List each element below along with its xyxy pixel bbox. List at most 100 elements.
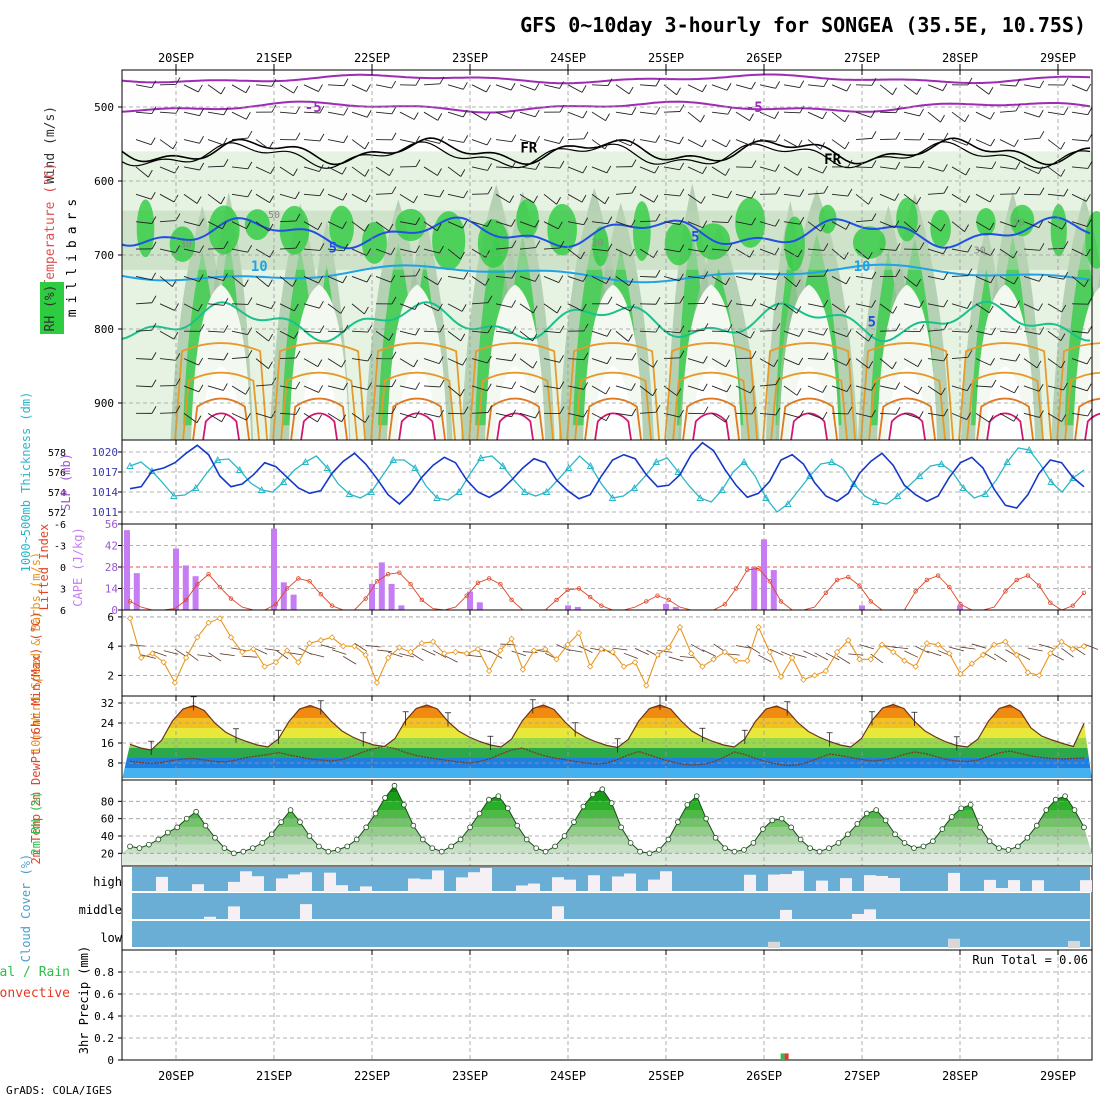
wind-barb-flag (317, 222, 323, 230)
wind10m-speed-point (934, 641, 942, 648)
wind-barb-staff (231, 412, 247, 421)
wind-barb-flag (727, 299, 733, 308)
rh-contour-label: 50 (268, 210, 280, 221)
wind-barb-flag (1087, 297, 1093, 305)
wind-barb-staff (807, 166, 823, 174)
warm-dome-contour (280, 371, 358, 441)
wind-barb-staff (687, 385, 704, 392)
high-cloud-bar (876, 875, 888, 892)
wind-barb-flag (916, 279, 921, 287)
wind10m-speed-point (1024, 669, 1032, 676)
wind10m-speed-point (856, 656, 863, 663)
rh-moist-patch (592, 226, 609, 267)
rh-moist-patch (208, 205, 240, 255)
axis-tick-label: 2 (107, 669, 114, 682)
wind-barb-flag (487, 405, 493, 413)
wind-barb-flag (340, 306, 346, 314)
wind-barb-flag (990, 138, 996, 147)
wind10m-speed-point (777, 673, 785, 681)
wind10m-speed-point (452, 648, 459, 656)
axis-tick-label: 1017 (92, 466, 119, 479)
wind-barb-staff (807, 358, 824, 361)
wind-barb-staff (999, 385, 1015, 394)
wind-barb-flag (679, 409, 684, 418)
wind10m-speed-point (867, 656, 874, 663)
wind-barb-staff (375, 221, 390, 232)
wind-barb-flag (532, 360, 538, 369)
wind-barb-staff (831, 111, 846, 123)
wind-barb-staff (447, 166, 462, 177)
wind-barb-staff (327, 412, 342, 423)
wind-barb-flag (988, 305, 994, 314)
temperature-contours (121, 73, 1100, 441)
wind-barb-flag (774, 111, 780, 119)
axis-tick-label: 900 (94, 397, 114, 410)
lifted-index-point (1070, 603, 1075, 608)
wind-barb-staff (471, 139, 488, 146)
rh2m-point (1052, 796, 1059, 803)
wind-barb-staff (351, 276, 368, 283)
wind10m-barb (399, 653, 415, 658)
precip-legend-convective: Convective (0, 986, 70, 1001)
wind-barb-flag (511, 134, 517, 142)
wind-barb-staff (855, 137, 872, 141)
contour-minus10 (121, 73, 1091, 85)
wind-barb-flag (1013, 139, 1019, 147)
wind-barb-staff (903, 385, 919, 395)
wind-barb-staff (807, 111, 823, 120)
rh2m-point (939, 826, 946, 832)
wind10m-barb (971, 643, 987, 649)
wind-barb-flag (774, 164, 780, 172)
wind-barb-flag (895, 382, 901, 390)
warm-dome-contour (976, 397, 1034, 441)
rh-contour-label: 30 (974, 246, 986, 257)
wind10m-barb (915, 646, 930, 654)
wind-barb-flag (606, 356, 612, 364)
lifted-index-point (397, 570, 402, 575)
wind-barb-flag (583, 131, 589, 140)
wind-barb-flag (366, 248, 372, 256)
cape-bar (182, 565, 189, 610)
wind-barb-staff (183, 358, 199, 366)
wind-barb-flag (295, 106, 301, 114)
rh-moist-patch (930, 209, 951, 248)
wind-legend: Wind (m/s) (43, 106, 58, 184)
axis-tick-label: 16 (101, 737, 114, 750)
warm-dome-contour (566, 342, 660, 441)
wind-barb-staff (303, 385, 319, 393)
wind-barb-staff (615, 221, 632, 228)
wind-barb-flag (343, 135, 349, 143)
wind-barb-flag (197, 303, 203, 312)
lifted-index-point (846, 574, 851, 580)
lifted-index-axis-label: Lifted Index (37, 524, 51, 611)
wind-barb-staff (999, 84, 1016, 87)
wind-barb-staff (255, 303, 272, 310)
wind-barb-flag (820, 142, 825, 150)
wind-barb-flag (604, 196, 610, 204)
wind-barb-staff (687, 276, 704, 279)
rh2m-point (731, 848, 738, 855)
wind-barb-flag (295, 381, 301, 390)
wind-barb-flag (364, 169, 370, 177)
wind10m-speed-point (946, 650, 953, 657)
wind-barb-flag (415, 245, 420, 253)
wind10m-barb (432, 650, 447, 659)
middle-cloud-bar (852, 913, 864, 920)
wind-barb-staff (207, 303, 224, 306)
contour-label: 10 (854, 259, 871, 275)
wind10m-barb (736, 645, 751, 649)
thickness-marker (652, 458, 661, 465)
rh2m-point (646, 850, 653, 857)
rh2m-point (958, 805, 965, 812)
rh2m-point (561, 833, 568, 839)
lifted-index-point (408, 582, 413, 587)
warm-dome-contour (664, 342, 758, 441)
rh2m-point (996, 845, 1002, 851)
high-cloud-bar (996, 887, 1008, 892)
upper-air-legend: Wind (m/s) Temperature (°C) RH (%) milli… (40, 106, 80, 334)
lifted-index-point (329, 603, 335, 608)
wind10m-barb (331, 649, 347, 655)
wind-barb-flag (559, 325, 565, 333)
wind10m-speed-point (160, 659, 167, 666)
wind-barb-staff (663, 139, 680, 145)
